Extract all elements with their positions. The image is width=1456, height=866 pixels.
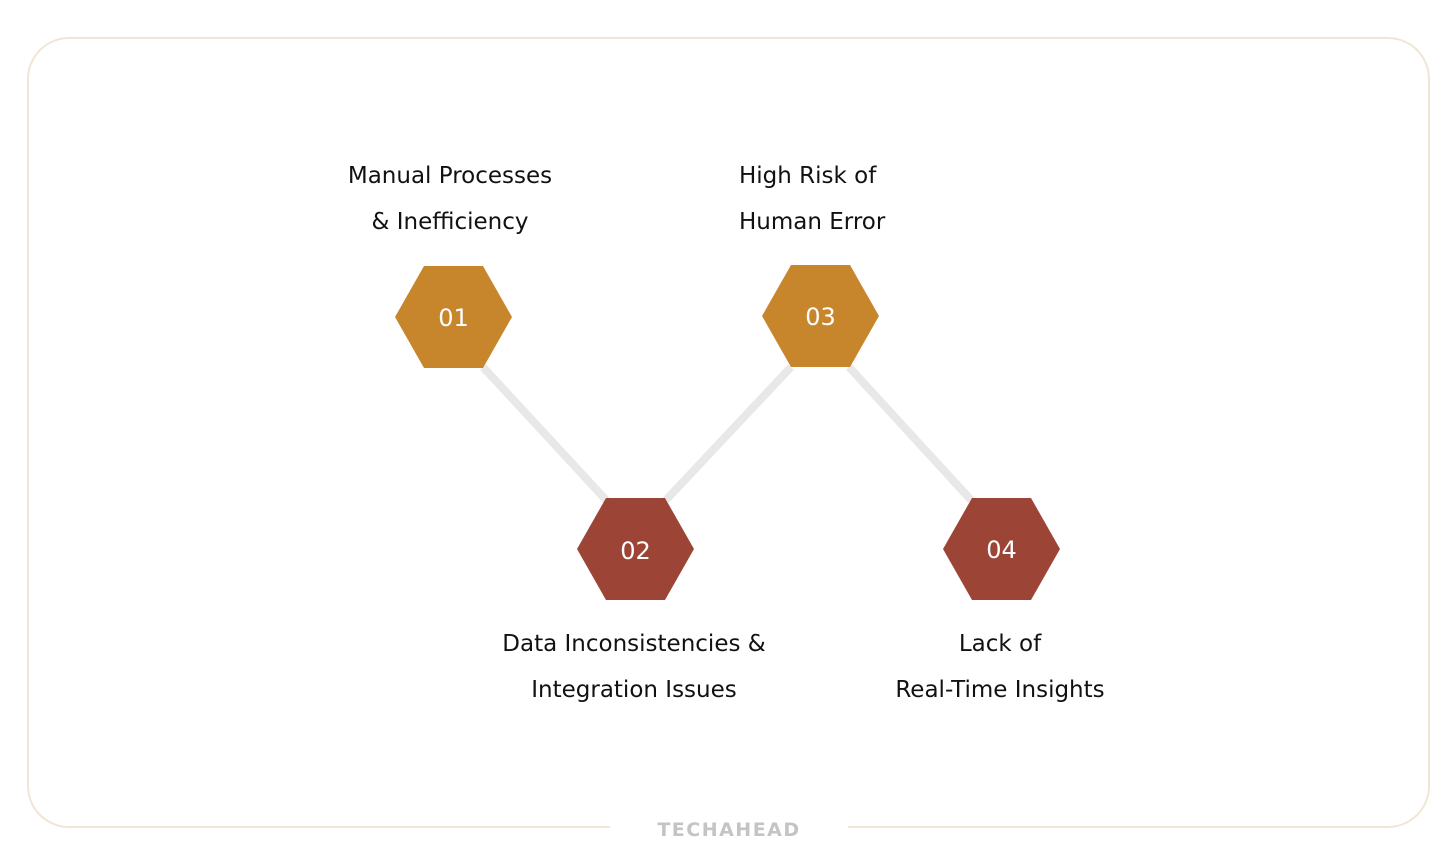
connector-02-03: [663, 364, 794, 503]
step-number: 04: [986, 536, 1017, 564]
connector-03-04: [846, 364, 974, 503]
title-line: & Inefficiency: [371, 209, 529, 235]
hexagon-shape: [762, 265, 879, 367]
step-04-hexagon: 04: [943, 498, 1060, 600]
connector-01-02: [480, 364, 609, 503]
step-number: 02: [620, 537, 651, 565]
step-03-title: High Risk of Human Error: [739, 153, 1039, 245]
step-02-title: Data Inconsistencies & Integration Issue…: [452, 621, 816, 713]
step-03-hexagon: 03: [762, 265, 879, 367]
hexagon-shape: [577, 498, 694, 600]
step-04-title: Lack of Real-Time Insights: [840, 621, 1160, 713]
title-line: Integration Issues: [531, 677, 737, 703]
step-number: 01: [438, 304, 469, 332]
title-line: High Risk of: [739, 163, 877, 189]
title-line: Manual Processes: [347, 163, 553, 189]
step-02-hexagon: 02: [577, 498, 694, 600]
hexagon-shape: [943, 498, 1060, 600]
title-line: Data Inconsistencies &: [502, 631, 766, 657]
footer-gap: [610, 820, 848, 840]
title-line: Real-Time Insights: [895, 677, 1105, 703]
brand-logo: TECHAHEAD: [657, 819, 801, 841]
connector-lines: [480, 364, 974, 503]
title-line: Human Error: [739, 209, 886, 235]
title-line: Lack of: [958, 631, 1042, 657]
step-number: 03: [805, 303, 836, 331]
hexagon-shape: [395, 266, 512, 368]
step-01-title: Manual Processes & Inefficiency: [300, 153, 600, 245]
step-01-hexagon: 01: [395, 266, 512, 368]
